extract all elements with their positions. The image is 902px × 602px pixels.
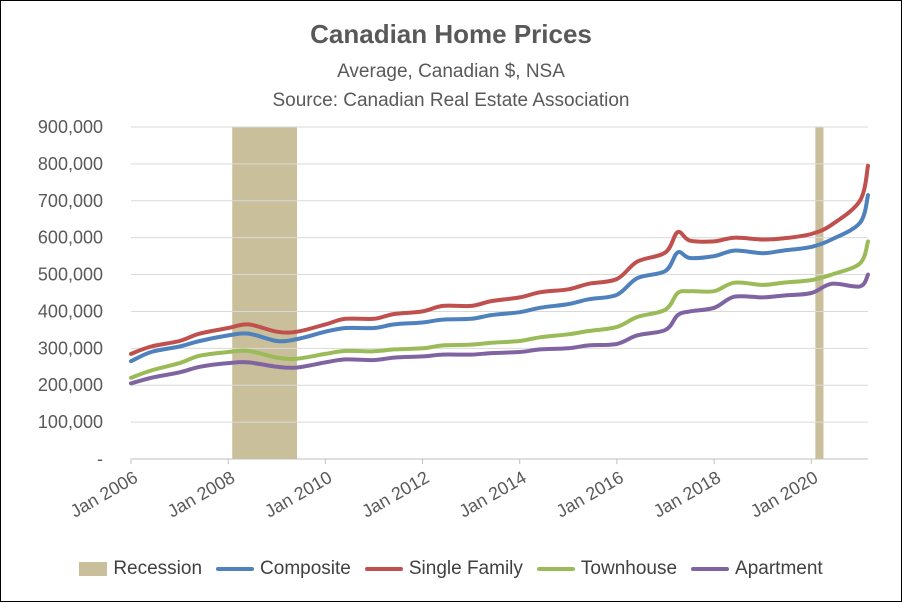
y-tick-label: 400,000 [38,301,103,321]
series-line-townhouse [129,239,870,380]
y-tick-label: 800,000 [38,154,103,174]
legend-label-apartment: Apartment [735,558,823,579]
y-tick-label: 600,000 [38,228,103,248]
legend-item-single-family: Single Family [364,558,523,580]
legend-item-composite: Composite [216,558,351,580]
legend-swatch-apartment [691,567,730,571]
series-line-apartment [129,272,870,386]
y-tick-label: 100,000 [38,412,103,432]
legend-swatch-townhouse [536,567,575,571]
legend-label-townhouse: Townhouse [580,558,678,579]
legend-label-recession: Recession [113,558,203,579]
legend-item-townhouse: Townhouse [536,558,678,580]
legend-item-apartment: Apartment [691,558,823,580]
legend-label-single-family: Single Family [408,558,523,579]
legend-swatch-single-family [364,567,403,571]
chart-title: Canadian Home Prices [310,19,592,49]
series-line-composite [129,193,870,364]
y-tick-label: 300,000 [38,338,103,358]
y-tick-label: 900,000 [38,117,103,137]
x-tick-label: Jan 2016 [553,467,627,521]
legend-swatch-composite [216,567,255,571]
recession-band [815,127,824,459]
x-tick-label: Jan 2020 [747,467,821,521]
chart-subtitle-source: Source: Canadian Real Estate Association [272,90,630,111]
x-tick-label: Jan 2008 [164,467,238,521]
y-tick-label: 700,000 [38,191,103,211]
legend-swatch-recession [79,562,108,576]
x-tick-label: Jan 2018 [650,467,724,521]
x-tick-label: Jan 2012 [358,467,432,521]
y-tick-label: 500,000 [38,265,103,285]
legend: Recession Composite Single Family Townho… [1,555,901,583]
legend-item-recession: Recession [79,558,202,580]
series-line-single-family [129,163,870,356]
legend-label-composite: Composite [260,558,351,579]
x-tick-label: Jan 2010 [261,467,335,521]
x-tick-label: Jan 2006 [67,467,141,521]
y-tick-label: - [97,449,103,469]
chart-subtitle-units: Average, Canadian $, NSA [337,61,565,82]
recession-band [232,127,298,459]
y-tick-label: 200,000 [38,375,103,395]
x-tick-label: Jan 2014 [456,467,530,521]
